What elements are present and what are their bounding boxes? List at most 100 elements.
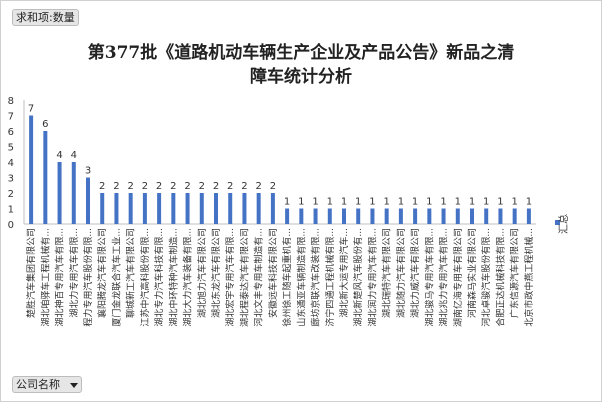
- data-label: 1: [383, 197, 389, 208]
- x-tick-label: 湖北骏马专用汽车有限...: [423, 228, 435, 327]
- x-tick-label: 广东信源汽车有限公司: [509, 228, 521, 318]
- data-label: 1: [483, 197, 489, 208]
- y-tick-label: 6: [8, 127, 14, 138]
- x-tick-label: 河北文丰专用车制造有...: [253, 228, 265, 327]
- data-label: 2: [199, 181, 205, 192]
- bar: [242, 193, 246, 224]
- x-tick-label: 河北卓骏汽车股份有限...: [480, 228, 492, 327]
- x-tick-label: 湖北程泰达汽车有限公司: [238, 228, 250, 327]
- data-label: 1: [312, 197, 318, 208]
- data-label: 1: [469, 197, 475, 208]
- x-tick-label: 湖北专力汽车科技有限...: [153, 228, 165, 327]
- data-label: 1: [355, 197, 361, 208]
- bar: [257, 193, 261, 224]
- data-label: 1: [526, 197, 532, 208]
- bar: [86, 178, 90, 225]
- bar: [157, 193, 161, 224]
- data-label: 2: [142, 181, 148, 192]
- x-tick-label: 聊城新工汽车有限公司: [125, 228, 137, 318]
- pivot-axis-field-button[interactable]: 公司名称: [12, 376, 82, 393]
- data-label: 1: [455, 197, 461, 208]
- y-tick-label: 0: [8, 220, 14, 231]
- y-tick-label: 7: [8, 112, 14, 123]
- x-tick-label: 湖北中环特种汽车制造...: [167, 228, 179, 327]
- y-tick-label: 5: [8, 143, 14, 154]
- bar: [484, 209, 488, 225]
- data-label: 1: [426, 197, 432, 208]
- data-label: 2: [99, 181, 105, 192]
- data-label: 2: [127, 181, 133, 192]
- bar: [470, 209, 474, 225]
- data-label: 2: [213, 181, 219, 192]
- y-tick-label: 3: [8, 174, 14, 185]
- bar: [370, 209, 374, 225]
- x-tick-label: 湖北润力专用汽车有限...: [366, 228, 378, 327]
- x-tick-label: 湖北宏宇专用汽车有限...: [224, 228, 236, 327]
- data-label: 1: [440, 197, 446, 208]
- x-tick-label: 湖北咱驿车工程机械有...: [39, 228, 51, 327]
- y-tick-label: 4: [8, 158, 14, 169]
- x-tick-label: 湖北新楚风汽车股份有...: [352, 228, 364, 327]
- bar: [143, 193, 147, 224]
- data-label: 2: [227, 181, 233, 192]
- dropdown-arrow-icon[interactable]: [70, 383, 78, 388]
- bar: [399, 209, 403, 225]
- data-label: 3: [85, 166, 91, 177]
- data-label: 6: [42, 119, 48, 130]
- x-tick-label: 湖北力威汽车有限公司: [409, 228, 421, 318]
- bar: [186, 193, 190, 224]
- x-tick-label: 楚胜汽车集团有限公司: [25, 228, 37, 318]
- bar: [72, 162, 76, 224]
- data-label: 1: [369, 197, 375, 208]
- data-label: 1: [511, 197, 517, 208]
- x-tick-label: 湖北瑞特汽车有限公司: [381, 228, 393, 318]
- bar: [285, 209, 289, 225]
- pivot-axis-field-label: 公司名称: [16, 378, 60, 391]
- x-tick-label: 湖北旭力汽车有限公司: [196, 228, 208, 318]
- data-label: 2: [156, 181, 162, 192]
- bar: [228, 193, 232, 224]
- data-label: 2: [270, 181, 276, 192]
- x-tick-label: 徐州徐工随车起重机有...: [281, 228, 293, 327]
- bar: [328, 209, 332, 225]
- bar: [129, 193, 133, 224]
- bar: [114, 193, 118, 224]
- data-label: 2: [255, 181, 261, 192]
- x-tick-label: 湖北东龙汽车有限公司: [210, 228, 222, 318]
- bar: [442, 209, 446, 225]
- x-tick-label: 湖北神百专用汽车有限...: [54, 228, 66, 327]
- bar: [100, 193, 104, 224]
- data-label: 2: [113, 181, 119, 192]
- bar: [58, 162, 62, 224]
- x-tick-label: 合肥正达机械科技有限...: [494, 228, 506, 327]
- x-tick-label: 湖北力专用汽车有限...: [68, 228, 80, 318]
- bar: [356, 209, 360, 225]
- bar: [427, 209, 431, 225]
- data-label: 2: [170, 181, 176, 192]
- bar: [342, 209, 346, 225]
- legend-label: 汇总: [557, 214, 570, 234]
- data-label: 1: [497, 197, 503, 208]
- data-label: 1: [327, 197, 333, 208]
- bar: [299, 209, 303, 225]
- x-tick-label: 安徽远车科技有限公司: [267, 228, 279, 318]
- data-label: 1: [284, 197, 290, 208]
- y-tick-label: 1: [8, 205, 14, 216]
- x-tick-label: 廊坊京联汽车改装有限...: [310, 228, 322, 327]
- bar: [214, 193, 218, 224]
- bar: [171, 193, 175, 224]
- x-tick-label: 湖北兆力专用汽车有限...: [438, 228, 450, 327]
- x-tick-label: 北京市政中燕工程机械...: [523, 228, 535, 327]
- x-tick-label: 江苏中汽高科股份有限...: [139, 228, 151, 327]
- x-tick-label: 襄阳腾龙汽车有限公司: [96, 228, 108, 318]
- bar: [456, 209, 460, 225]
- y-tick-label: 2: [8, 189, 14, 200]
- bar: [271, 193, 275, 224]
- x-tick-label: 厦门金龙联合汽车工业...: [110, 228, 122, 327]
- bar: [43, 131, 47, 224]
- data-label: 1: [341, 197, 347, 208]
- bar: [314, 209, 318, 225]
- data-label: 1: [412, 197, 418, 208]
- data-label: 4: [56, 150, 62, 161]
